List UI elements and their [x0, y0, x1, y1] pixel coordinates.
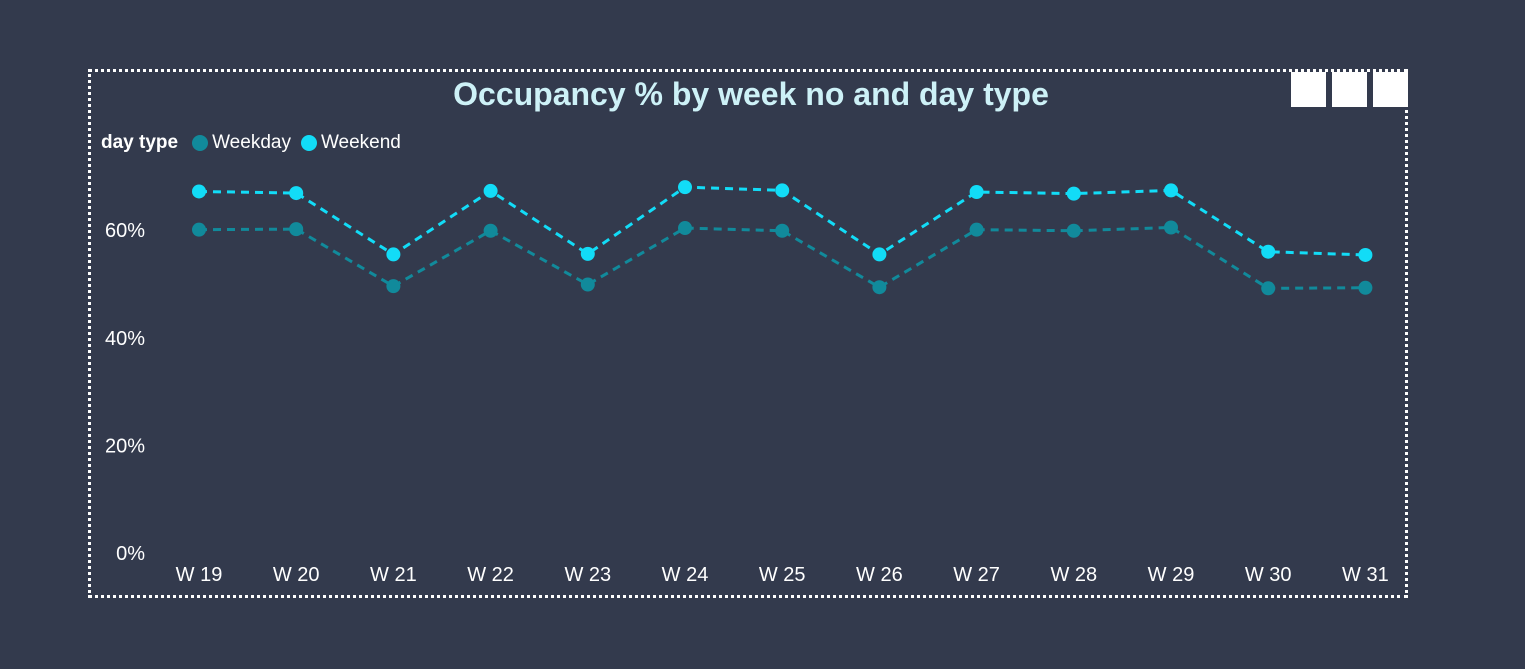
x-tick-label: W 28 — [1050, 564, 1097, 586]
data-point-weekend[interactable] — [1261, 244, 1276, 259]
data-point-weekend[interactable] — [969, 185, 984, 200]
data-point-weekday[interactable] — [580, 277, 595, 292]
header-icon-2[interactable] — [1332, 72, 1367, 107]
data-point-weekend[interactable] — [289, 186, 304, 201]
data-point-weekend[interactable] — [1066, 186, 1081, 201]
x-tick-label: W 26 — [856, 564, 903, 586]
visual-header-icons — [1291, 72, 1408, 107]
legend-item-weekday[interactable]: Weekday — [192, 132, 291, 154]
data-point-weekend[interactable] — [678, 180, 692, 195]
y-tick-label: 0% — [116, 543, 145, 565]
data-point-weekday[interactable] — [192, 222, 206, 237]
data-point-weekday[interactable] — [872, 280, 887, 295]
legend-marker-weekday — [192, 135, 209, 151]
data-point-weekend[interactable] — [1164, 183, 1178, 198]
data-point-weekend[interactable] — [1358, 247, 1373, 262]
data-point-weekday[interactable] — [289, 222, 304, 237]
legend-label-weekend: Weekend — [320, 132, 401, 153]
legend-marker-weekend — [300, 135, 317, 151]
x-tick-label: W 29 — [1148, 564, 1195, 586]
x-tick-label: W 20 — [273, 564, 320, 586]
x-tick-label: W 24 — [662, 564, 709, 586]
legend: day type Weekday Weekend — [101, 132, 411, 154]
x-tick-label: W 27 — [953, 564, 1000, 586]
data-point-weekend[interactable] — [580, 246, 595, 261]
x-tick-label: W 21 — [370, 564, 417, 586]
data-point-weekday[interactable] — [1164, 220, 1178, 235]
data-point-weekend[interactable] — [775, 183, 790, 198]
data-point-weekday[interactable] — [775, 223, 790, 238]
y-tick-label: 20% — [105, 435, 145, 457]
data-point-weekday[interactable] — [1358, 280, 1373, 295]
x-tick-label: W 31 — [1342, 564, 1389, 586]
data-point-weekend[interactable] — [872, 247, 887, 262]
x-tick-label: W 23 — [564, 564, 611, 586]
data-point-weekday[interactable] — [969, 222, 984, 237]
legend-item-weekend[interactable]: Weekend — [300, 132, 401, 154]
x-tick-label: W 30 — [1245, 564, 1292, 586]
data-point-weekday[interactable] — [678, 221, 692, 236]
plot-area: 0% 20% 40% 60% W 19 W 20 W 21 W 22 W 23 W 24 W 25 W… — [105, 180, 1389, 586]
data-point-weekend[interactable] — [192, 184, 206, 199]
data-point-weekday[interactable] — [386, 279, 401, 294]
data-point-weekend[interactable] — [483, 183, 498, 198]
y-tick-label: 60% — [105, 220, 145, 242]
chart-title: Occupancy % by week no and day type — [453, 76, 1049, 112]
data-point-weekday[interactable] — [483, 223, 498, 238]
data-point-weekday[interactable] — [1066, 223, 1081, 238]
x-tick-label: W 19 — [176, 564, 223, 586]
x-tick-label: W 25 — [759, 564, 806, 586]
chart-visual[interactable]: Occupancy % by week no and day type day … — [88, 69, 1408, 598]
x-tick-label: W 22 — [467, 564, 514, 586]
legend-title: day type — [101, 132, 179, 153]
header-icon-1[interactable] — [1291, 72, 1326, 107]
y-tick-label: 40% — [105, 328, 145, 350]
header-icon-3[interactable] — [1373, 72, 1408, 107]
legend-label-weekday: Weekday — [212, 132, 291, 153]
data-point-weekend[interactable] — [386, 247, 401, 262]
data-point-weekday[interactable] — [1261, 281, 1276, 296]
